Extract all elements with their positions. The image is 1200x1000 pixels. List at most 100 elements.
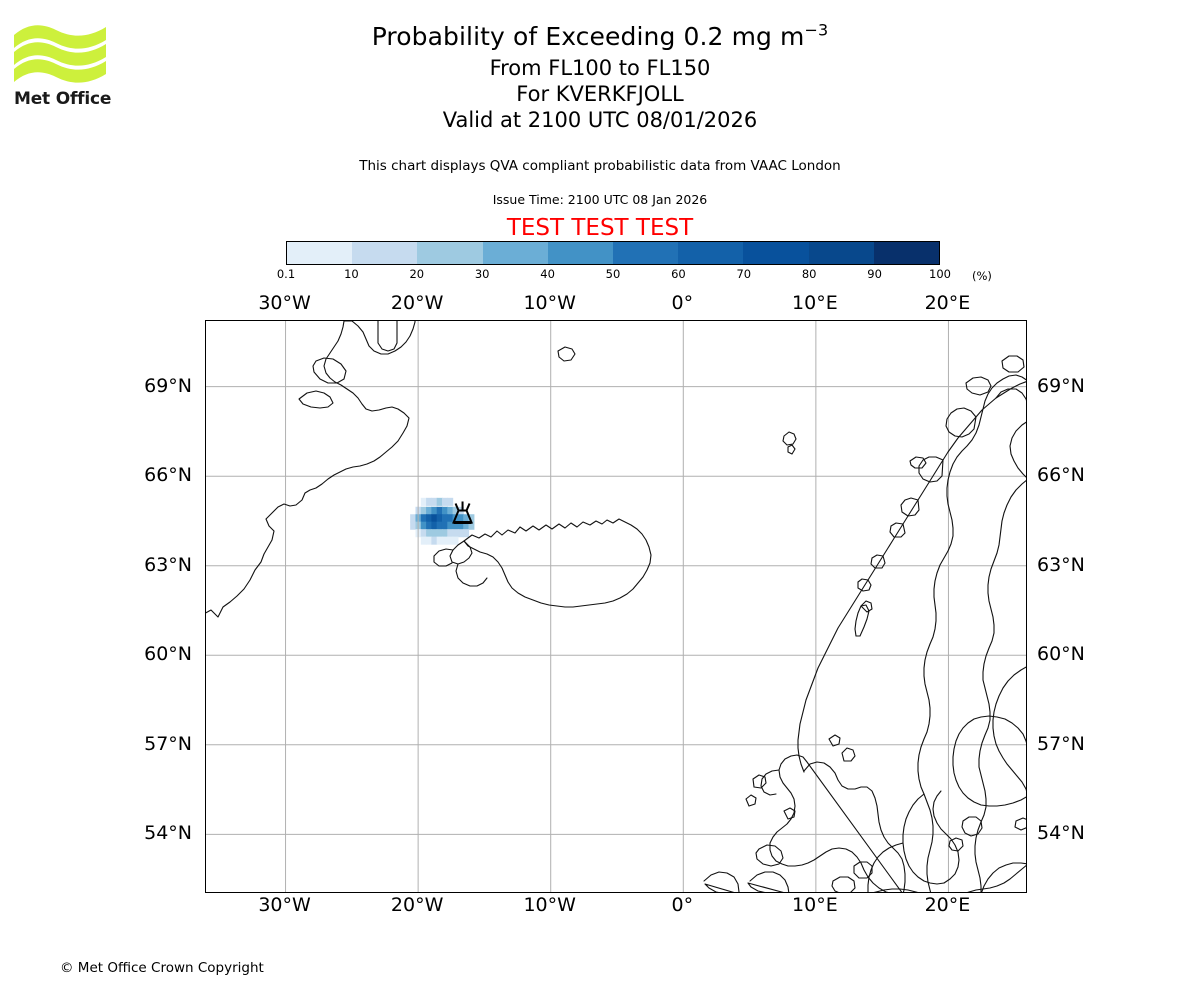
plume-cell [420,536,427,545]
colorbar-tick-label: 80 [801,267,817,281]
plume-cell [452,529,459,538]
met-office-logo-text: Met Office [14,89,112,109]
plume-cell [447,521,454,530]
colorbar-units-label: (%) [972,269,992,283]
coast-funen [948,837,964,852]
coast-greenland [206,321,410,618]
coast-netherlands [831,876,856,892]
plume-cell [447,506,454,515]
coast-faroe [782,431,797,446]
plume-cell [452,506,459,515]
colorbar-gradient [286,241,940,265]
coast-finnmark-inner [1009,421,1026,478]
plume-cell [431,506,438,515]
coast-sorøya [965,376,992,396]
plume-cell [452,536,459,545]
map-gridlines [206,321,1026,892]
colorbar-segment [287,242,353,264]
coast-poland-north [967,864,1026,892]
coast-shetland [854,604,870,637]
coast-germany-north [867,842,904,892]
coast-iceland [463,518,652,608]
plume-cell [436,536,443,545]
coast-jutland-west [902,793,945,885]
met-office-wave-logo-icon [14,25,106,83]
plume-cell [441,506,448,515]
colorbar-tick-label: 20 [409,267,425,281]
colorbar-tick-label: 0.1 [276,267,296,281]
coast-great-britain [769,754,906,892]
longitude-tick-label: 10°E [792,894,838,916]
coast-norway-isle-4 [870,554,886,569]
plume-cell [441,521,448,530]
coast-iceland-westfjords-2 [433,548,454,567]
plume-cell [457,514,464,523]
colorbar-segment [547,242,614,264]
coast-ireland-west [703,871,740,892]
longitude-tick-label: 0° [671,292,694,314]
plume-cell [436,521,443,530]
latitude-tick-label-left: 66°N [144,464,192,487]
longitude-tick-label: 10°W [523,894,576,916]
colorbar-segment [417,242,483,264]
latitude-tick-label-right: 57°N [1037,732,1085,755]
colorbar-tick-label: 50 [605,267,621,281]
coast-greenland-island [312,357,347,384]
coast-orkney-2 [828,734,841,747]
coast-jan-mayen [557,346,576,362]
map-canvas [206,321,1026,892]
longitude-tick-label: 30°W [258,894,311,916]
coast-faroe-2 [787,444,796,455]
longitude-tick-label: 10°E [792,292,838,314]
map-frame [205,320,1027,893]
chart-title-block: Probability of Exceeding 0.2 mg m−3 From… [0,20,1200,136]
met-office-logo: Met Office [14,22,124,117]
plume-cell [426,506,432,515]
colorbar-segment [743,242,809,264]
colorbar: 0.1 10 20 30 40 50 60 70 80 90 100 [277,241,951,281]
plume-cell [420,529,427,538]
page-title-exponent: −3 [804,20,829,40]
plume-cell [426,514,432,523]
coast-zealand [961,816,983,837]
coastlines [206,321,1026,892]
coast-germany-coast [873,888,919,892]
colorbar-tick-label: 40 [540,267,555,281]
latitude-tick-label-left: 57°N [144,732,192,755]
map-container [205,320,1027,893]
plume-cell [457,529,464,538]
coast-norway-isle-1 [918,456,944,483]
plume-cell [447,529,454,538]
volcano-eruption-icon [454,503,460,511]
plume-cell [431,497,438,506]
coast-scotland-west [760,769,780,796]
plume-cell [410,514,417,523]
longitude-tick-label: 10°W [523,292,576,314]
plume-cell [468,521,475,530]
plume-cell [431,521,438,530]
colorbar-segment [352,242,418,264]
coast-norway-isle-3 [889,522,906,538]
coast-norway-inland-border [917,374,1026,892]
coast-jutland-east [932,790,960,884]
coast-finnmark-north [995,388,1026,401]
qva-note: This chart displays QVA compliant probab… [359,158,841,174]
longitude-tick-label: 0° [671,894,694,916]
page-title-text: Probability of Exceeding 0.2 mg m [371,22,805,51]
coast-baltic-isle [1014,817,1026,831]
plume-cell [431,536,438,545]
colorbar-tick-label: 70 [736,267,752,281]
colorbar-segment [808,242,874,264]
plume-cell [420,506,427,515]
plume-cell [447,497,454,506]
plume-cell [426,529,432,538]
plume-cell [452,521,459,530]
plume-cell [441,514,448,523]
flight-level-subtitle: From FL100 to FL150 [489,56,711,80]
coast-isle-of-man-area [783,807,796,820]
colorbar-tick-label: 30 [474,267,490,281]
coast-arctic-isle-2 [909,456,927,469]
latitude-tick-label-left: 54°N [144,822,192,845]
page-title: Probability of Exceeding 0.2 mg m−3 [0,20,1200,51]
colorbar-tick-label: 90 [867,267,882,281]
